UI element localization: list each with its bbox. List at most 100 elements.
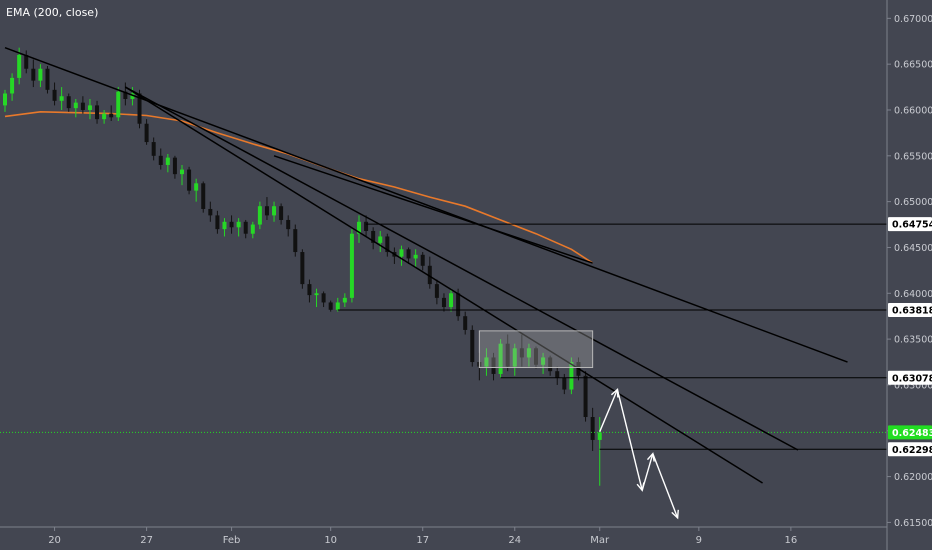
- candle-body: [229, 221, 234, 228]
- candle: [378, 230, 383, 253]
- x-tick-label: 24: [508, 535, 521, 546]
- candle-body: [73, 102, 78, 109]
- arrow-segment: [641, 453, 654, 491]
- candle: [364, 215, 369, 237]
- consolidation-box: [478, 330, 594, 369]
- candle-body: [541, 357, 546, 365]
- candle-body: [272, 206, 277, 216]
- x-tick-label: 27: [140, 535, 153, 546]
- y-tick-label: 0.63000: [894, 380, 932, 391]
- candle: [583, 371, 588, 422]
- y-tick-label: 0.66000: [894, 105, 932, 116]
- candle: [470, 325, 475, 367]
- candle-body: [406, 249, 411, 259]
- candle-body: [137, 93, 142, 124]
- candle-body: [38, 68, 43, 81]
- candle-body: [3, 93, 7, 106]
- candle: [236, 218, 241, 237]
- candle-body: [378, 236, 383, 243]
- candle: [300, 249, 305, 289]
- candle-body: [158, 155, 163, 165]
- candle-body: [300, 252, 305, 285]
- price-label-bg: [888, 302, 932, 317]
- candle: [555, 366, 560, 385]
- candle-body: [215, 215, 220, 230]
- candle: [328, 300, 333, 312]
- candle: [463, 311, 468, 335]
- candle: [116, 87, 121, 121]
- candle-body: [87, 105, 92, 110]
- candle: [52, 82, 57, 106]
- candle: [102, 109, 107, 124]
- candle: [3, 89, 7, 112]
- candle-body: [449, 293, 454, 308]
- candle-body: [151, 142, 156, 156]
- candle: [357, 215, 361, 243]
- candle: [307, 279, 312, 303]
- candle-body: [399, 249, 404, 257]
- candle: [144, 119, 149, 145]
- candle: [321, 291, 326, 308]
- indicator-legend[interactable]: EMA (200, close): [6, 6, 99, 19]
- projection-arrows-layer: [599, 388, 679, 520]
- candle: [194, 178, 199, 202]
- candle: [87, 98, 92, 120]
- candle-body: [427, 265, 432, 285]
- candle-body: [31, 68, 36, 81]
- candle-body: [187, 169, 192, 191]
- price-label-text: 0.64754: [892, 220, 932, 231]
- candle-body: [243, 221, 248, 234]
- candle: [10, 73, 15, 101]
- candle-body: [505, 343, 510, 367]
- candle-body: [102, 113, 107, 120]
- level-price-label: 0.62298: [888, 442, 932, 457]
- price-label-bg: [888, 442, 932, 457]
- candle: [279, 203, 284, 225]
- x-tick-label: Mar: [590, 535, 610, 546]
- candle-body: [321, 293, 326, 303]
- trendline: [125, 86, 799, 451]
- levels-layer: [0, 223, 887, 450]
- y-tick-label: 0.66500: [894, 60, 932, 71]
- candle-body: [144, 123, 149, 143]
- candle-body: [463, 316, 468, 330]
- candle: [342, 293, 347, 308]
- candle-body: [172, 157, 177, 175]
- candle: [24, 50, 29, 74]
- candle-body: [526, 348, 531, 358]
- candle: [314, 288, 319, 308]
- consolidation-box-layer: [478, 330, 594, 369]
- candle: [222, 218, 227, 237]
- candle-body: [441, 297, 446, 308]
- candle: [180, 164, 184, 186]
- ema-line: [4, 110, 594, 264]
- level-price-label: 0.64754: [888, 217, 932, 232]
- candle-body: [257, 206, 262, 225]
- candle: [158, 148, 163, 170]
- x-tick-label: 16: [785, 535, 798, 546]
- candle-body: [194, 183, 199, 191]
- candle-body: [328, 302, 333, 310]
- candle: [420, 252, 425, 271]
- candle: [505, 334, 510, 372]
- trendlines-layer: [4, 46, 848, 484]
- trendline: [273, 155, 593, 264]
- candle-body: [456, 293, 461, 317]
- x-axis[interactable]: 20 27 Feb 10 17 24 Mar 9 16: [0, 526, 887, 546]
- candle: [534, 346, 538, 369]
- candle: [335, 297, 340, 312]
- price-label-text: 0.63818: [892, 305, 932, 316]
- y-tick-label: 0.61500: [894, 518, 932, 529]
- candle-body: [24, 54, 29, 69]
- candle: [512, 343, 517, 376]
- candle-body: [130, 93, 135, 99]
- candle-body: [484, 357, 489, 367]
- level-price-label: 0.63078: [888, 370, 932, 385]
- candle: [201, 181, 206, 213]
- candle-body: [413, 254, 418, 259]
- candle: [243, 219, 248, 239]
- y-axis[interactable]: 0.67000 0.66500 0.66000 0.65500 0.65000 0.645…: [886, 0, 932, 550]
- price-labels-layer: 0.64754 0.63818 0.63078 0.62298 0.62483: [888, 217, 932, 457]
- candle-body: [293, 229, 298, 253]
